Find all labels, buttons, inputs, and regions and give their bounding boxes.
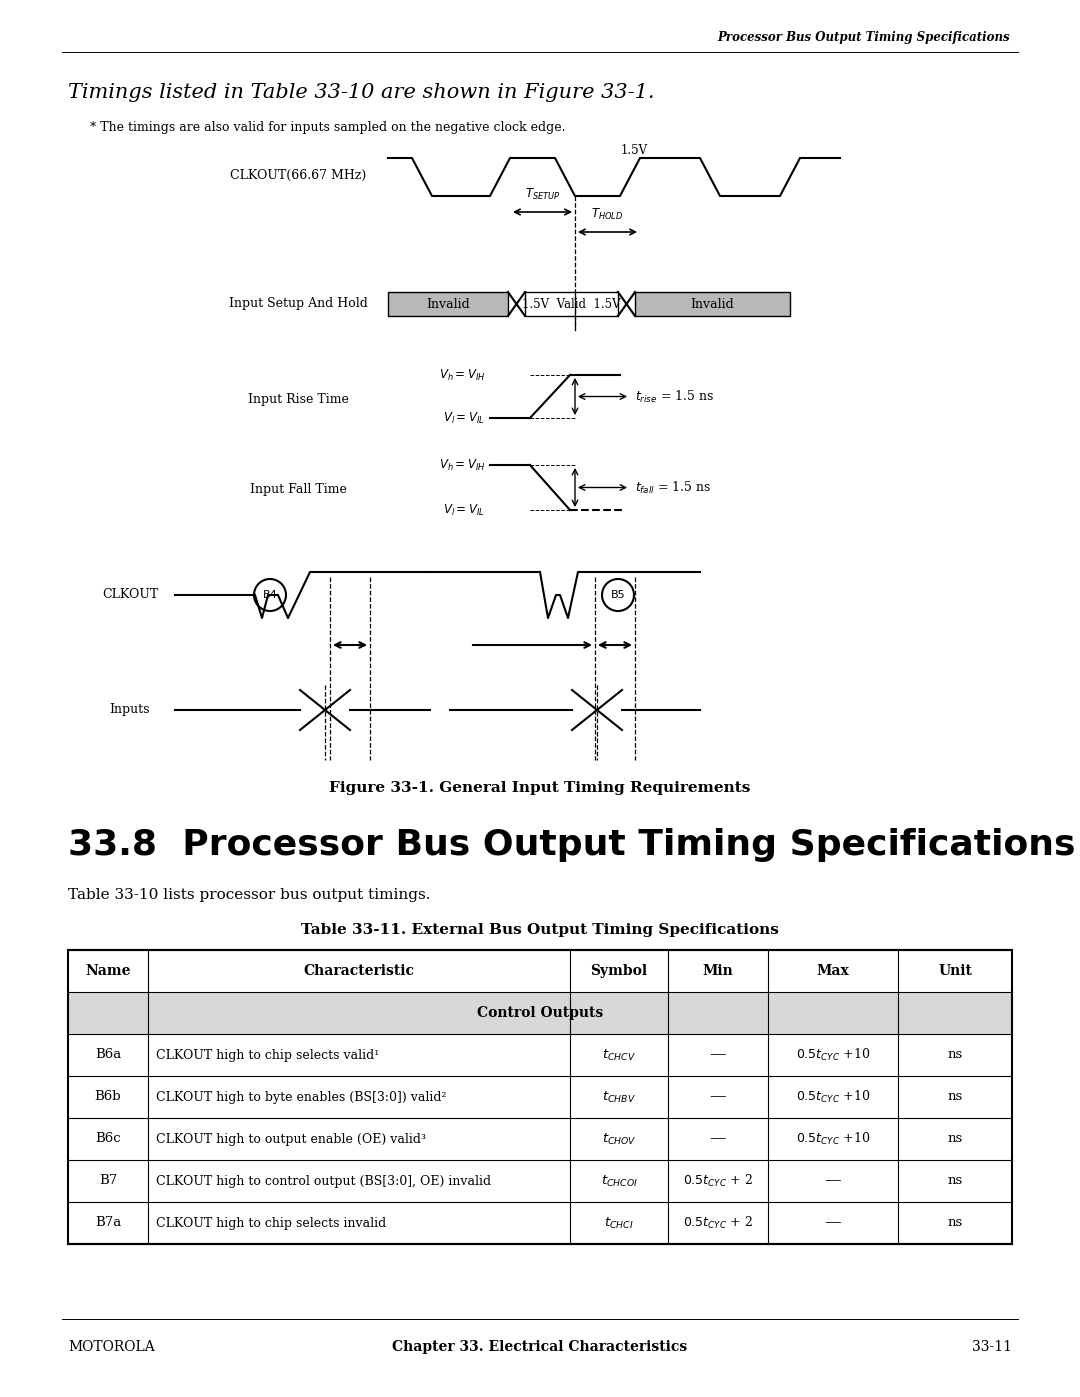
- Bar: [68, 1076, 1012, 1118]
- Text: 1.5V  Valid  1.5V: 1.5V Valid 1.5V: [523, 298, 621, 310]
- Bar: [388, 292, 508, 316]
- Text: Input Setup And Hold: Input Setup And Hold: [229, 298, 367, 310]
- Text: CLKOUT high to chip selects valid¹: CLKOUT high to chip selects valid¹: [156, 1049, 379, 1062]
- Text: ns: ns: [947, 1217, 962, 1229]
- Text: CLKOUT(66.67 MHz): CLKOUT(66.67 MHz): [230, 169, 366, 182]
- Text: Unit: Unit: [939, 964, 972, 978]
- Text: Invalid: Invalid: [427, 298, 470, 310]
- Text: Name: Name: [85, 964, 131, 978]
- Text: Inputs: Inputs: [110, 704, 150, 717]
- Text: CLKOUT high to control output (BS[3:0], OE) invalid: CLKOUT high to control output (BS[3:0], …: [156, 1175, 491, 1187]
- Text: —: —: [710, 1046, 727, 1063]
- Text: ns: ns: [947, 1091, 962, 1104]
- Text: 1.5V: 1.5V: [621, 144, 648, 156]
- Text: $t_{CHCOI}$: $t_{CHCOI}$: [600, 1173, 637, 1189]
- Text: $t_{rise}$ = 1.5 ns: $t_{rise}$ = 1.5 ns: [635, 388, 714, 405]
- Text: CLKOUT: CLKOUT: [102, 588, 158, 602]
- Text: Characteristic: Characteristic: [303, 964, 415, 978]
- Text: $V_l = V_{IL}$: $V_l = V_{IL}$: [443, 503, 485, 517]
- Bar: [525, 292, 618, 316]
- Text: —: —: [825, 1172, 841, 1189]
- Text: $t_{CHCI}$: $t_{CHCI}$: [604, 1215, 634, 1231]
- Text: $t_{CHOV}$: $t_{CHOV}$: [602, 1132, 636, 1147]
- Text: ns: ns: [947, 1049, 962, 1062]
- Text: Max: Max: [816, 964, 849, 978]
- Text: B7a: B7a: [95, 1217, 121, 1229]
- Text: B6a: B6a: [95, 1049, 121, 1062]
- Text: B6c: B6c: [95, 1133, 121, 1146]
- Bar: [68, 1118, 1012, 1160]
- Bar: [68, 992, 1012, 1034]
- Text: Processor Bus Output Timing Specifications: Processor Bus Output Timing Specificatio…: [717, 32, 1010, 45]
- Text: CLKOUT high to chip selects invalid: CLKOUT high to chip selects invalid: [156, 1217, 387, 1229]
- Text: Invalid: Invalid: [690, 298, 734, 310]
- Text: Table 33-10 lists processor bus output timings.: Table 33-10 lists processor bus output t…: [68, 888, 431, 902]
- Text: Symbol: Symbol: [591, 964, 648, 978]
- Text: Timings listed in Table 33-10 are shown in Figure 33-1.: Timings listed in Table 33-10 are shown …: [68, 82, 654, 102]
- Text: 33-11: 33-11: [972, 1340, 1012, 1354]
- Text: $V_h = V_{IH}$: $V_h = V_{IH}$: [438, 457, 485, 472]
- Text: Min: Min: [703, 964, 733, 978]
- Text: $t_{fall}$ = 1.5 ns: $t_{fall}$ = 1.5 ns: [635, 479, 712, 496]
- Text: Input Fall Time: Input Fall Time: [249, 483, 347, 496]
- Text: $t_{CHBV}$: $t_{CHBV}$: [602, 1090, 636, 1105]
- Text: B6b: B6b: [95, 1091, 121, 1104]
- Text: $t_{CHCV}$: $t_{CHCV}$: [602, 1048, 636, 1063]
- Text: Control Outputs: Control Outputs: [477, 1006, 603, 1020]
- Text: Input Rise Time: Input Rise Time: [247, 394, 349, 407]
- Bar: [635, 292, 789, 316]
- Text: $V_l = V_{IL}$: $V_l = V_{IL}$: [443, 411, 485, 426]
- Text: 33.8  Processor Bus Output Timing Specifications: 33.8 Processor Bus Output Timing Specifi…: [68, 828, 1076, 862]
- Text: $V_h = V_{IH}$: $V_h = V_{IH}$: [438, 367, 485, 383]
- Text: B7: B7: [99, 1175, 117, 1187]
- Text: B4: B4: [262, 590, 278, 599]
- Text: $0.5t_{CYC}$ +10: $0.5t_{CYC}$ +10: [796, 1046, 870, 1063]
- Text: Figure 33-1. General Input Timing Requirements: Figure 33-1. General Input Timing Requir…: [329, 781, 751, 795]
- Bar: [68, 1160, 1012, 1201]
- Text: $0.5t_{CYC}$ + 2: $0.5t_{CYC}$ + 2: [684, 1173, 753, 1189]
- Bar: [68, 950, 1012, 1243]
- Text: $0.5t_{CYC}$ +10: $0.5t_{CYC}$ +10: [796, 1088, 870, 1105]
- Text: $T_{SETUP}$: $T_{SETUP}$: [525, 187, 561, 203]
- Text: ns: ns: [947, 1175, 962, 1187]
- Text: CLKOUT high to output enable (OE) valid³: CLKOUT high to output enable (OE) valid³: [156, 1133, 426, 1146]
- Text: —: —: [825, 1214, 841, 1232]
- Bar: [68, 1201, 1012, 1243]
- Text: $T_{HOLD}$: $T_{HOLD}$: [592, 207, 623, 222]
- Text: B5: B5: [610, 590, 625, 599]
- Text: —: —: [710, 1088, 727, 1105]
- Text: * The timings are also valid for inputs sampled on the negative clock edge.: * The timings are also valid for inputs …: [90, 122, 566, 134]
- Text: Table 33-11. External Bus Output Timing Specifications: Table 33-11. External Bus Output Timing …: [301, 923, 779, 937]
- Text: Chapter 33. Electrical Characteristics: Chapter 33. Electrical Characteristics: [392, 1340, 688, 1354]
- Bar: [68, 1034, 1012, 1076]
- Text: $0.5t_{CYC}$ + 2: $0.5t_{CYC}$ + 2: [684, 1215, 753, 1231]
- Text: —: —: [710, 1130, 727, 1147]
- Bar: [68, 950, 1012, 992]
- Text: CLKOUT high to byte enables (BS[3:0]) valid²: CLKOUT high to byte enables (BS[3:0]) va…: [156, 1091, 446, 1104]
- Text: MOTOROLA: MOTOROLA: [68, 1340, 154, 1354]
- Text: $0.5t_{CYC}$ +10: $0.5t_{CYC}$ +10: [796, 1132, 870, 1147]
- Text: ns: ns: [947, 1133, 962, 1146]
